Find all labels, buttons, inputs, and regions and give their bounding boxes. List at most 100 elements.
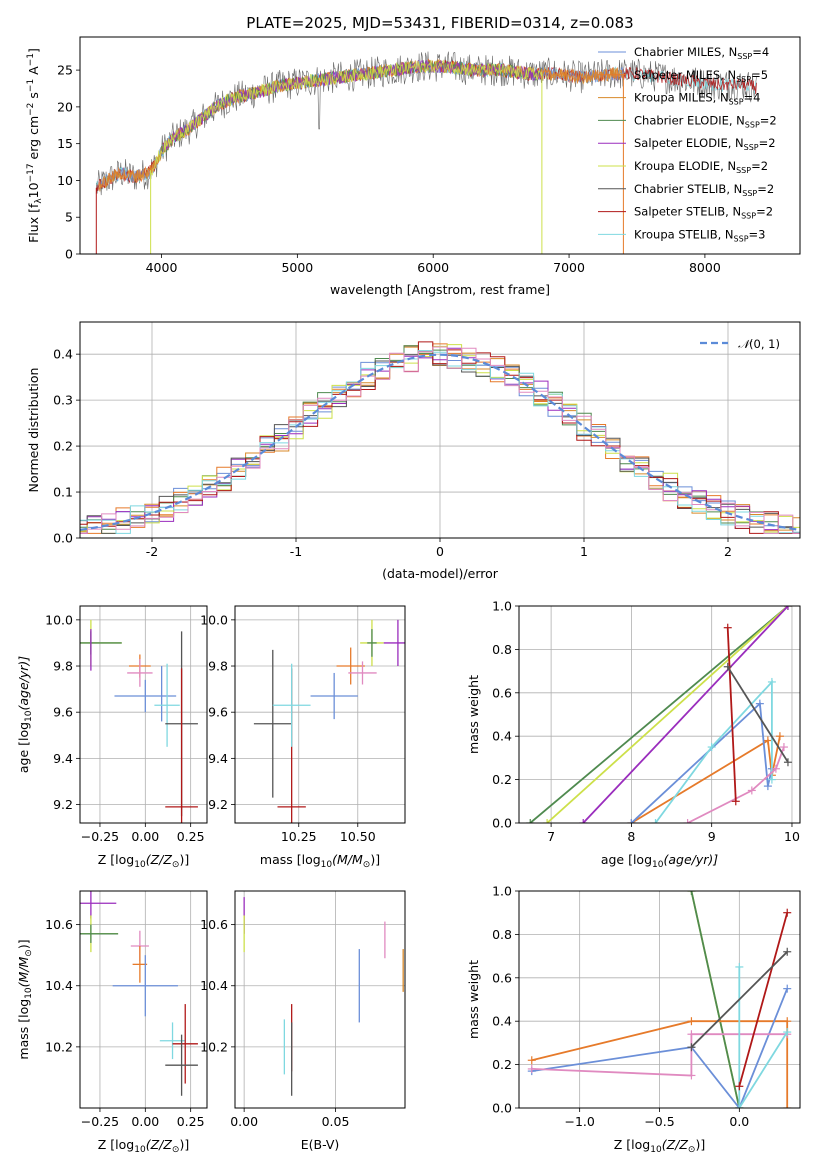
label-part: (Z/Z [146, 1137, 173, 1152]
data-point [165, 668, 198, 823]
y-tick-label: 10.0 [45, 612, 73, 627]
mass-vs-EBV-frame [234, 890, 406, 1109]
label-part: 10 [24, 987, 34, 999]
y-axis-label: Flux [fλ10−17 erg cm−2 s−1 A−1] [26, 48, 44, 243]
label-part: SSP [736, 166, 751, 175]
y-tick-label: 1.0 [492, 884, 512, 899]
data-point [127, 659, 153, 687]
y-tick-label: 0.1 [53, 485, 73, 500]
label-part: )] [16, 939, 31, 949]
legend-entry: Kroupa MILES, NSSP=4 [634, 91, 760, 107]
y-tick-label: 9.2 [208, 797, 228, 812]
legend-entry: 𝒩(0, 1) [738, 337, 780, 351]
y-tick-label: 9.8 [208, 659, 228, 674]
y-tick-label: 9.6 [53, 705, 73, 720]
data-point [367, 629, 377, 657]
data-point [114, 679, 177, 713]
histogram-frame [79, 321, 801, 539]
label-part: =2 [757, 182, 774, 196]
x-tick-label: -2 [146, 544, 158, 559]
weight-series-chabrier-elodie [529, 606, 789, 823]
y-tick-label: 0.8 [492, 642, 512, 657]
label-part: λ [34, 198, 44, 204]
label-part: A [26, 66, 41, 79]
y-axis-label: Normed distribution [26, 368, 41, 493]
weight-vs-age-frame [518, 605, 801, 824]
x-axis-label: E(B-V) [301, 1137, 340, 1152]
label-part: ⊙ [688, 1145, 696, 1155]
label-part: =2 [751, 159, 768, 173]
label-part: =2 [760, 113, 777, 127]
spectrum-frame [79, 36, 801, 255]
normal-curve [80, 353, 800, 531]
age-vs-mass-points [253, 619, 405, 823]
weight-vs-age-lines [526, 606, 792, 823]
label-part: =3 [749, 227, 766, 241]
weight-series-chabrier-stelib [690, 951, 788, 1048]
x-axis-label: age [log10(age/yr)] [601, 852, 718, 870]
label-part: Salpeter STELIB, N [634, 205, 741, 219]
y-tick-label: 9.4 [208, 751, 228, 766]
x-tick-label: 2 [724, 544, 732, 559]
weight-series-chabrier-stelib [726, 666, 789, 763]
label-part: (Z/Z [146, 852, 173, 867]
label-part: Z [log [98, 1137, 134, 1152]
data-point [80, 891, 117, 919]
label-part: SSP [742, 189, 757, 198]
y-axis-label: mass weight [466, 960, 481, 1039]
y-tick-label: 0.8 [492, 927, 512, 942]
x-tick-label: −0.25 [81, 829, 119, 844]
y-tick-label: 0.2 [53, 439, 73, 454]
label-part: SSP [734, 234, 749, 243]
y-tick-label: 0.0 [53, 531, 73, 546]
mass-vs-EBV-points [243, 897, 404, 1096]
x-tick-label: 0.00 [131, 829, 159, 844]
label-part: mass [log [260, 852, 321, 867]
x-tick-label: 0.25 [177, 829, 205, 844]
weight-series-pink [687, 746, 785, 823]
legend-entry: Kroupa STELIB, NSSP=3 [634, 227, 765, 243]
label-part: (age/yr)] [16, 656, 31, 711]
label-part: )] [695, 1137, 705, 1152]
label-part: SSP [737, 52, 752, 61]
label-part: (age/yr)] [663, 852, 718, 867]
label-part: s [26, 92, 41, 103]
weight-series-chabrier-elodie [690, 891, 741, 1108]
x-tick-label: 10.25 [281, 829, 317, 844]
y-tick-label: 10.6 [45, 917, 73, 932]
label-part: 10 [24, 710, 34, 722]
label-part: =2 [756, 205, 773, 219]
label-part: SSP [745, 120, 760, 129]
x-axis-label: Z [log10(Z/Z⊙)] [614, 1137, 705, 1155]
label-part: 10 [26, 182, 41, 198]
age-vs-Z-points [80, 619, 198, 823]
label-part: )] [179, 1137, 189, 1152]
label-part: Chabrier ELODIE, N [634, 113, 745, 127]
y-tick-label: 10.2 [45, 1039, 73, 1054]
label-part: )] [179, 852, 189, 867]
x-axis-label: wavelength [Angstrom, rest frame] [330, 282, 550, 297]
label-part: (M/M [332, 852, 363, 867]
label-part: Kroupa ELODIE, N [634, 159, 736, 173]
label-part: 10 [321, 860, 333, 870]
label-part: Kroupa STELIB, N [634, 227, 734, 241]
legend-entry: Chabrier STELIB, NSSP=2 [634, 182, 774, 198]
y-tick-label: 0.6 [492, 685, 512, 700]
legend-entry: Salpeter ELODIE, NSSP=2 [634, 136, 776, 152]
x-tick-label: 8 [627, 829, 635, 844]
weight-series-kroupa-stelib [654, 679, 773, 823]
legend-entry: Chabrier MILES, NSSP=4 [634, 45, 769, 61]
data-point [172, 1004, 198, 1084]
y-tick-label: 0.6 [492, 970, 512, 985]
y-tick-label: 9.4 [53, 751, 73, 766]
label-part: )] [370, 852, 380, 867]
weight-series-salpeter-stelib [726, 627, 737, 802]
x-tick-label: 6000 [417, 260, 449, 275]
label-part: −1 [26, 53, 36, 66]
age-vs-Z-axes: −0.25 0.00 0.25 9.2 9.4 9.6 9.8 10.0 [45, 606, 207, 844]
x-tick-label: 0 [436, 544, 444, 559]
x-axis-label: Z [log10(Z/Z⊙)] [98, 1137, 189, 1155]
x-tick-label: 7000 [553, 260, 585, 275]
y-tick-label: 10.4 [200, 978, 228, 993]
